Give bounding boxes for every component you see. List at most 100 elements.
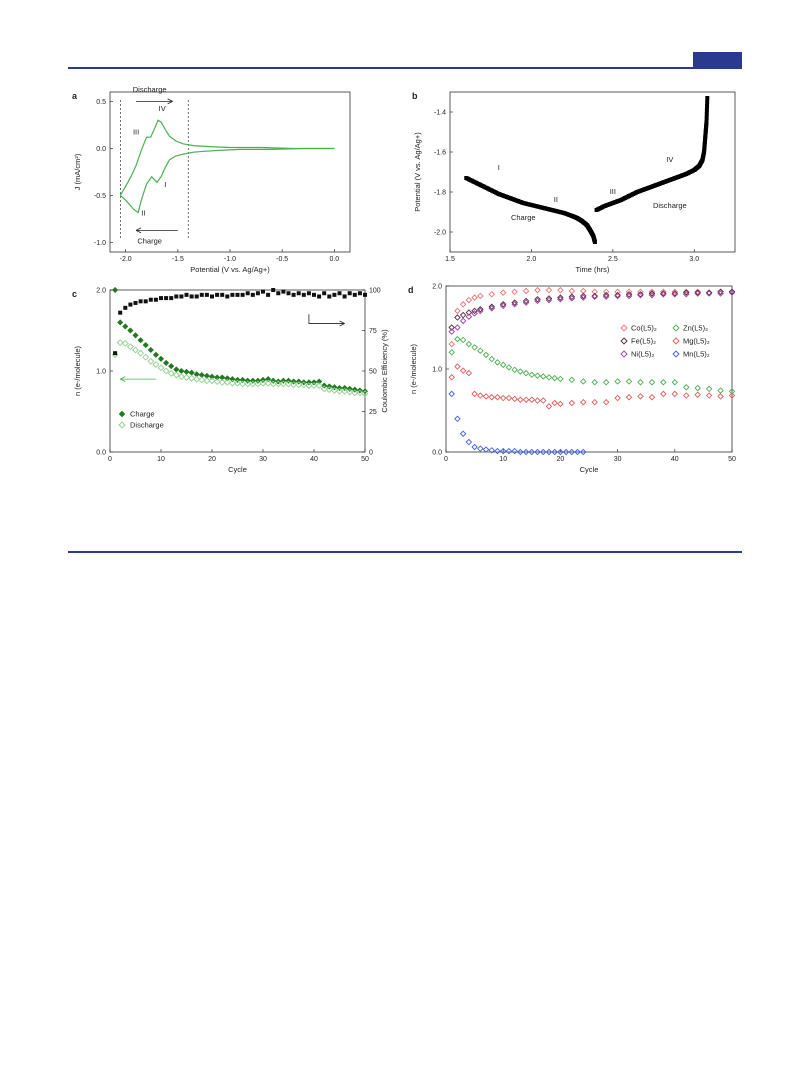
- charge-point: [315, 378, 323, 385]
- series-point: [477, 347, 484, 354]
- series-point: [602, 379, 610, 386]
- series-point: [705, 385, 713, 393]
- series-point: [477, 306, 484, 313]
- efficiency-point: [337, 291, 342, 296]
- annotation: III: [610, 187, 616, 196]
- x-tick-label: 20: [557, 456, 565, 463]
- charge-point: [127, 327, 134, 334]
- series-point: [528, 371, 536, 379]
- series-point: [660, 288, 667, 296]
- series-point: [648, 393, 656, 401]
- y-right-tick-label: 25: [369, 409, 377, 416]
- series-point: [683, 291, 690, 298]
- series-point: [522, 396, 530, 403]
- legend-label: Mn(L5)₂: [683, 350, 710, 359]
- discharge-point: [152, 361, 160, 368]
- efficiency-point: [250, 292, 255, 297]
- efficiency-point: [342, 294, 347, 299]
- y-tick-label: -1.6: [434, 150, 446, 157]
- series-point: [488, 305, 495, 312]
- plot-frame: [445, 285, 733, 453]
- discharge-point: [330, 387, 338, 394]
- series-point: [591, 398, 598, 406]
- discharge-point: [126, 343, 134, 351]
- charge-point: [162, 359, 170, 367]
- series-point: [459, 336, 467, 344]
- right-axis-arrow-head: [339, 320, 345, 327]
- series-point: [694, 289, 701, 296]
- discharge-point: [183, 374, 190, 381]
- charge-point: [142, 341, 149, 349]
- legend-charge-label: Charge: [130, 410, 155, 419]
- discharge-point: [705, 96, 710, 100]
- x-axis-label: Time (hrs): [576, 265, 610, 274]
- legend-discharge-label: Discharge: [130, 421, 164, 430]
- series-point: [522, 297, 530, 305]
- discharge-point: [121, 340, 129, 347]
- series-point: [625, 288, 633, 296]
- series-point: [660, 291, 667, 298]
- series-point: [477, 307, 484, 315]
- series-point: [505, 394, 513, 402]
- series-point: [614, 288, 621, 296]
- series-point: [614, 378, 621, 385]
- legend-label: Fe(L5)₂: [631, 337, 656, 346]
- annotation: I: [498, 163, 500, 172]
- y-tick-label: 0.5: [96, 99, 106, 106]
- series-point: [568, 399, 576, 407]
- x-tick-label: 0.0: [329, 256, 339, 263]
- footer-rule: [68, 551, 742, 553]
- charge-point: [117, 319, 124, 326]
- series-point: [471, 344, 478, 351]
- charge-point: [137, 337, 144, 344]
- series-point: [482, 446, 490, 453]
- x-axis-label: Cycle: [228, 465, 247, 474]
- discharge-point: [162, 367, 170, 375]
- legend-discharge-marker: [118, 421, 126, 429]
- series-point: [717, 387, 724, 394]
- series-point: [580, 448, 587, 456]
- x-tick-label: 0: [108, 456, 112, 463]
- series-point: [511, 447, 518, 455]
- efficiency-point: [317, 294, 322, 299]
- series-point: [534, 286, 541, 294]
- series-point: [557, 286, 564, 294]
- series-point: [494, 393, 501, 401]
- efficiency-point: [322, 291, 327, 296]
- annotation: I: [164, 180, 166, 189]
- series-point: [482, 393, 490, 400]
- charge-point: [132, 332, 139, 339]
- series-point: [637, 291, 644, 298]
- discharge-point: [137, 349, 145, 357]
- series-point: [717, 290, 724, 297]
- discharge-point: [704, 116, 709, 120]
- efficiency-point: [204, 292, 209, 297]
- series-point: [540, 397, 547, 404]
- discharge-point: [259, 379, 267, 387]
- efficiency-point: [266, 292, 271, 297]
- series-point: [717, 288, 724, 296]
- series-point: [683, 384, 690, 391]
- x-tick-label: 50: [361, 456, 369, 463]
- efficiency-point: [148, 297, 153, 302]
- series-point: [540, 448, 547, 456]
- cv-curve: [120, 147, 335, 214]
- panel-a: a -2.0 -1.5 -1.0 -0.5 0.0 -1.0 -0.5 0.0 0.5 Potent…: [60, 78, 400, 288]
- efficiency-point: [347, 291, 352, 296]
- discharge-point: [274, 380, 282, 388]
- y-tick-label: 0.0: [96, 450, 106, 457]
- series-point: [534, 397, 541, 404]
- series-point: [580, 292, 587, 300]
- discharge-point: [264, 379, 272, 387]
- series-point: [602, 293, 610, 301]
- x-tick-label: 40: [310, 456, 318, 463]
- x-tick-label: 10: [157, 456, 165, 463]
- series-point: [648, 379, 656, 386]
- discharge-point: [167, 369, 175, 377]
- series-point: [477, 292, 484, 300]
- series-point: [602, 398, 610, 406]
- series-point: [454, 324, 461, 331]
- charge-point: [183, 368, 190, 375]
- discharge-point: [704, 108, 709, 112]
- discharge-point: [244, 380, 252, 388]
